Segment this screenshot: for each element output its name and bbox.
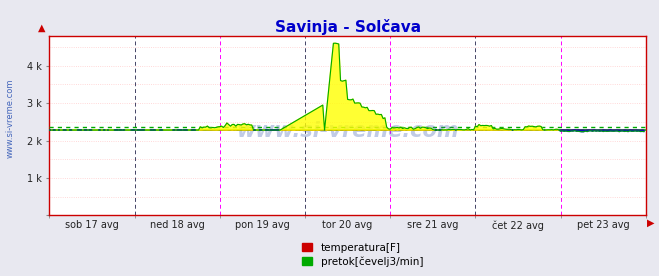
Text: ▲: ▲ (38, 23, 46, 33)
Legend: temperatura[F], pretok[čevelj3/min]: temperatura[F], pretok[čevelj3/min] (298, 239, 427, 271)
Text: www.si-vreme.com: www.si-vreme.com (237, 121, 459, 141)
Title: Savinja - Solčava: Savinja - Solčava (275, 19, 420, 35)
Text: www.si-vreme.com: www.si-vreme.com (5, 79, 14, 158)
Text: ▶: ▶ (647, 218, 654, 228)
